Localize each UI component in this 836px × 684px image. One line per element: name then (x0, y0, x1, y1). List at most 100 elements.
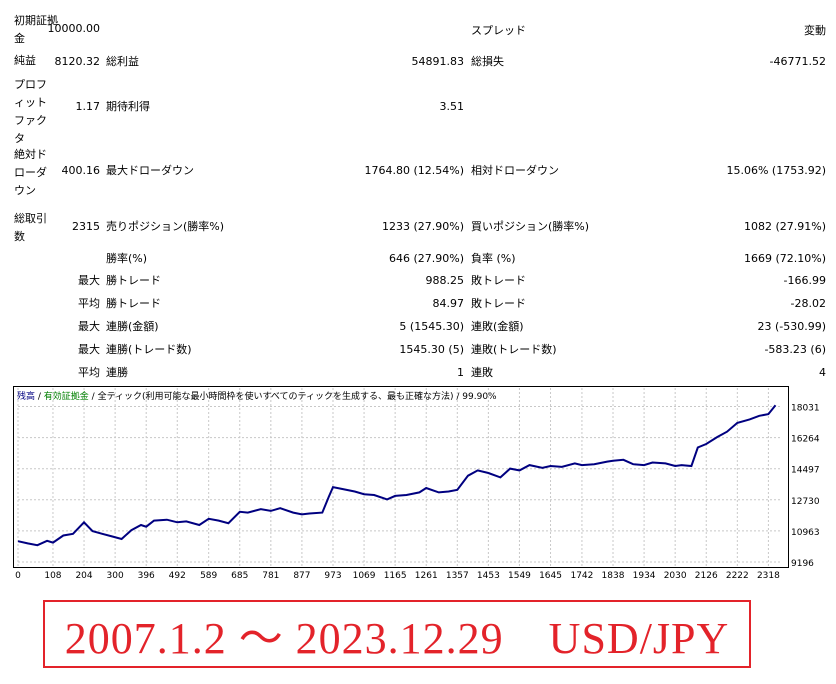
stat-value: 1669 (72.10%) (743, 251, 826, 265)
stat-sub-label: 最大 (78, 343, 100, 356)
x-tick-label: 300 (107, 571, 124, 581)
x-tick-label: 1165 (384, 571, 407, 581)
x-tick-label: 1549 (508, 571, 531, 581)
x-tick-label: 1261 (415, 571, 438, 581)
stat-label: 純益 (14, 54, 36, 67)
stat-sub-label: 最大 (78, 320, 100, 333)
stat-label: 勝率(%) (106, 252, 148, 265)
legend-model: 全ティック(利用可能な最小時間枠を使いすべてのティックを生成する、最も正確な方法… (97, 392, 454, 402)
x-tick-label: 2318 (757, 571, 780, 581)
x-tick-label: 685 (231, 571, 248, 581)
stat-label: 連敗 (471, 366, 493, 379)
stat-value: 1233 (27.90%) (381, 220, 464, 233)
stat-value: 3.51 (439, 100, 465, 113)
stat-value: -166.99 (783, 273, 826, 287)
x-tick-label: 204 (75, 571, 92, 581)
stat-value: 1082 (27.91%) (743, 220, 826, 233)
x-tick-label: 781 (262, 571, 279, 581)
stat-value: 84.97 (432, 296, 465, 310)
stat-label: 勝トレード (106, 297, 161, 310)
stats-row: 最大 勝トレード 988.25 敗トレード -166.99 (0, 272, 836, 288)
balance-line (17, 404, 777, 547)
x-tick-label: 877 (293, 571, 310, 581)
stat-label: 総取引数 (14, 212, 47, 243)
report-stats: 初期証拠金 10000.00 スプレッド 変動 純益 8120.32 総利益 5… (0, 14, 836, 380)
legend-separator: / (35, 392, 44, 402)
stat-label: 初期証拠金 (14, 14, 58, 45)
y-tick-label: 16264 (791, 435, 820, 445)
legend-equity: 有効証拠金 (43, 392, 89, 402)
stat-value: 1545.30 (5) (399, 342, 464, 356)
x-tick-label: 2030 (664, 571, 687, 581)
stat-value: 646 (27.90%) (388, 251, 464, 265)
stat-value: 2315 (72, 220, 100, 233)
stats-row: 絶対ドローダウン 400.16 最大ドローダウン 1764.80 (12.54%… (0, 146, 836, 197)
stat-value: 23 (-530.99) (757, 319, 826, 333)
legend-balance: 残高 (17, 392, 36, 402)
x-tick-label: 1357 (446, 571, 469, 581)
stat-label: プロフィットファクタ (14, 78, 47, 145)
x-tick-label: 1934 (633, 571, 656, 581)
stat-label: 買いポジション(勝率%) (471, 220, 590, 233)
x-tick-label: 589 (200, 571, 217, 581)
stat-label: 相対ドローダウン (471, 164, 559, 177)
stat-value: -28.02 (790, 296, 826, 310)
x-tick-label: 1742 (570, 571, 593, 581)
stat-label: 連敗(金額) (471, 320, 524, 333)
y-tick-label: 12730 (791, 497, 820, 507)
x-tick-label: 2126 (695, 571, 718, 581)
x-tick-label: 1069 (353, 571, 376, 581)
stat-sub-label: 最大 (78, 274, 100, 287)
stat-label: 負率 (%) (471, 252, 516, 265)
x-tick-label: 1645 (539, 571, 562, 581)
stat-label: 総損失 (471, 55, 504, 68)
stats-row: 勝率(%) 646 (27.90%) 負率 (%) 1669 (72.10%) (0, 250, 836, 266)
stats-row: 平均 連勝 1 連敗 4 (0, 364, 836, 380)
stats-row: 初期証拠金 10000.00 スプレッド 変動 (0, 14, 836, 45)
y-tick-label: 14497 (791, 466, 820, 476)
stat-value: 15.06% (1753.92) (726, 164, 826, 177)
stat-sub-label: 平均 (78, 366, 100, 379)
y-tick-label: 9196 (791, 559, 814, 569)
stat-sub-label: 平均 (78, 297, 100, 310)
stat-value: 10000.00 (47, 22, 101, 35)
stat-value: 4 (819, 365, 826, 379)
stat-label: 連勝(トレード数) (106, 343, 192, 356)
period-caption: 2007.1.2 ～ 2023.12.29 USD/JPY (43, 600, 751, 668)
stat-label: 連敗(トレード数) (471, 343, 557, 356)
x-tick-label: 973 (324, 571, 341, 581)
stat-value: 1 (457, 365, 464, 379)
x-tick-label: 492 (169, 571, 186, 581)
stats-row: 純益 8120.32 総利益 54891.83 総損失 -46771.52 (0, 52, 836, 70)
stat-value: 1.17 (75, 100, 101, 113)
stat-value: 1764.80 (12.54%) (364, 164, 464, 177)
stat-label: 売りポジション(勝率%) (106, 220, 225, 233)
stat-label: 敗トレード (471, 297, 526, 310)
stat-value: 988.25 (425, 273, 465, 287)
x-tick-label: 396 (138, 571, 155, 581)
x-tick-label: 2222 (726, 571, 749, 581)
stat-label: 絶対ドローダウン (14, 148, 47, 197)
stat-value: -46771.52 (769, 54, 826, 68)
stat-value: 400.16 (61, 164, 101, 177)
x-tick-label: 108 (44, 571, 61, 581)
stat-label: 勝トレード (106, 274, 161, 287)
stat-label: 連勝 (106, 366, 128, 379)
stats-row: 平均 勝トレード 84.97 敗トレード -28.02 (0, 295, 836, 311)
stat-label: 期待利得 (106, 100, 150, 113)
stat-label: 敗トレード (471, 274, 526, 287)
stats-row: 最大 連勝(金額) 5 (1545.30) 連敗(金額) 23 (-530.99… (0, 318, 836, 334)
chart-legend: 残高 / 有効証拠金 / 全ティック(利用可能な最小時間枠を使いすべてのティック… (17, 389, 497, 402)
stat-value: 変動 (804, 24, 826, 37)
y-tick-label: 18031 (791, 403, 820, 413)
stat-value: 8120.32 (54, 54, 101, 68)
x-tick-label: 0 (15, 571, 21, 581)
stat-label: 最大ドローダウン (106, 164, 194, 177)
x-tick-label: 1453 (477, 571, 500, 581)
x-tick-label: 1838 (602, 571, 625, 581)
stats-row: プロフィットファクタ 1.17 期待利得 3.51 (0, 76, 836, 145)
y-tick-label: 10963 (791, 528, 820, 538)
stats-row: 最大 連勝(トレード数) 1545.30 (5) 連敗(トレード数) -583.… (0, 341, 836, 357)
legend-separator: / (88, 392, 98, 402)
stat-label: スプレッド (471, 24, 526, 37)
